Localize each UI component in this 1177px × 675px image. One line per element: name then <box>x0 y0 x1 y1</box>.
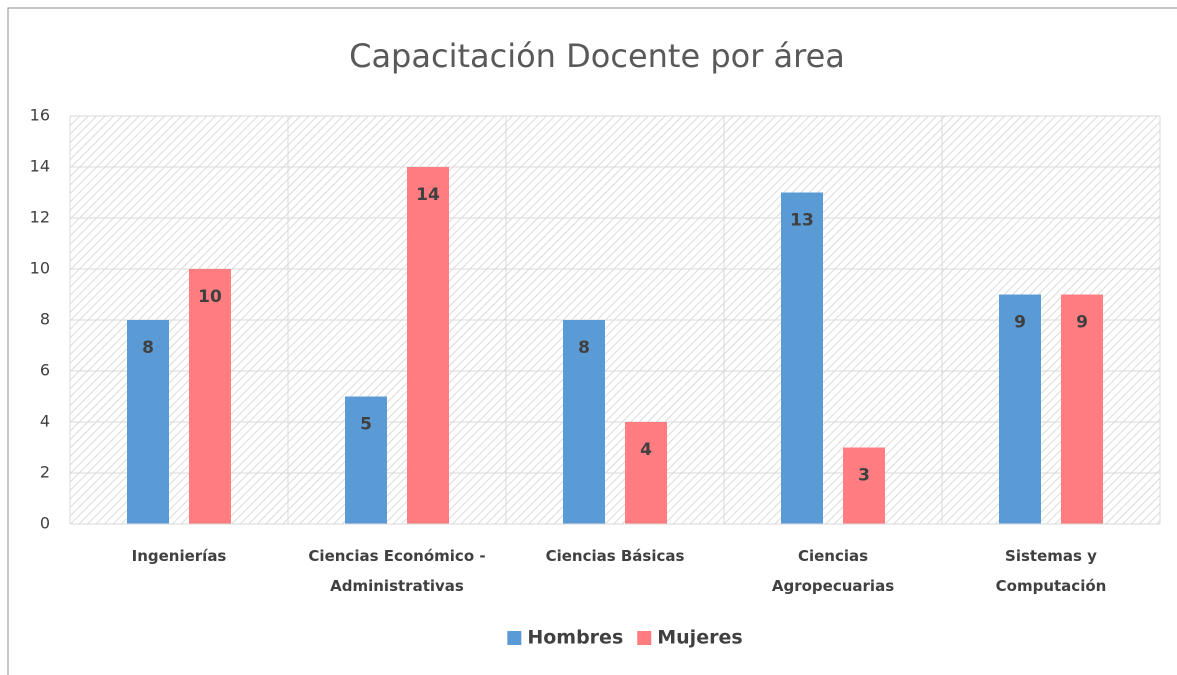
x-tick-label: Sistemas y Computación <box>996 547 1107 595</box>
bar <box>781 192 823 524</box>
data-label: 5 <box>360 415 372 435</box>
y-tick-label: 2 <box>40 463 50 482</box>
bar <box>999 294 1041 524</box>
y-tick-label: 8 <box>40 310 50 329</box>
y-tick-label: 14 <box>30 157 50 176</box>
data-label: 9 <box>1014 313 1026 333</box>
x-tick-label: Ciencias Básicas <box>546 547 685 565</box>
bar <box>127 320 169 524</box>
legend-label: Mujeres <box>657 627 742 649</box>
chart-title: Capacitación Docente por área <box>349 37 845 75</box>
y-tick-label: 16 <box>30 106 50 125</box>
bar <box>843 447 885 524</box>
data-label: 9 <box>1076 313 1088 333</box>
y-tick-label: 12 <box>30 208 50 227</box>
bar <box>407 167 449 524</box>
bar <box>1061 294 1103 524</box>
chart-frame <box>7 7 1177 675</box>
bar <box>345 396 387 524</box>
data-label: 10 <box>198 287 222 307</box>
data-label: 4 <box>640 440 652 460</box>
x-tick-label: Ingenierías <box>132 547 227 565</box>
bar <box>625 422 667 524</box>
legend-label: Hombres <box>527 627 623 649</box>
legend-swatch <box>637 631 652 645</box>
data-label: 8 <box>142 338 154 358</box>
data-label: 14 <box>416 185 440 205</box>
y-tick-label: 10 <box>30 259 50 278</box>
x-tick-label: Ciencias Agropecuarias <box>772 547 894 595</box>
data-label: 13 <box>790 211 814 231</box>
data-label: 8 <box>578 338 590 358</box>
y-tick-label: 0 <box>40 514 50 533</box>
bar <box>189 269 231 524</box>
y-tick-label: 6 <box>40 361 50 380</box>
bar <box>563 320 605 524</box>
x-tick-label: Ciencias Económico -Administrativas <box>308 547 485 595</box>
legend-swatch <box>507 631 522 645</box>
data-label: 3 <box>858 466 870 486</box>
y-tick-label: 4 <box>40 412 50 431</box>
